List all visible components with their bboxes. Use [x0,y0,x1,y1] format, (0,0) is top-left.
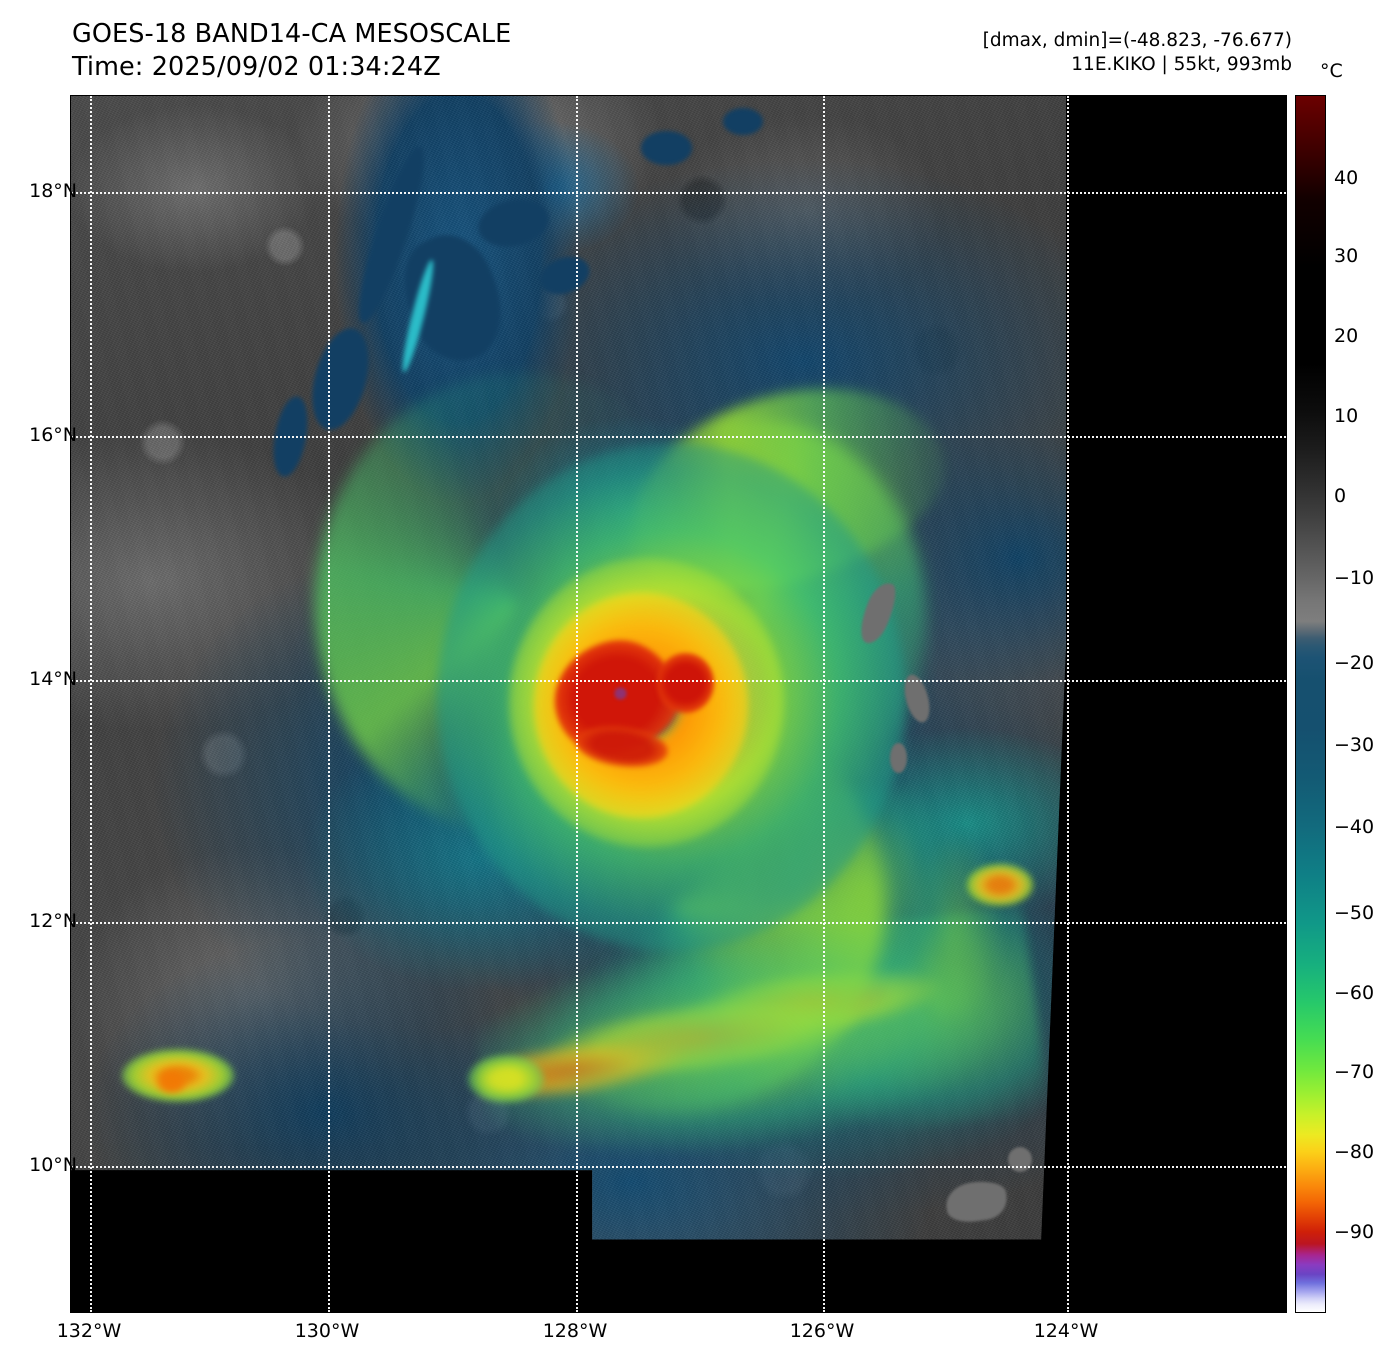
x-tick-label: 124°W [1033,1320,1099,1342]
gridline-lon-130w [328,96,330,1312]
storm-info-label: 11E.KIKO | 55kt, 993mb [1071,54,1292,76]
gridline-lon-128w [576,96,578,1312]
colorbar-gradient [1295,95,1326,1313]
colorbar-tick-label: 30 [1334,245,1359,267]
gridline-lat-10n [71,1166,1286,1168]
x-tick-label: 128°W [542,1320,608,1342]
page-title: GOES-18 BAND14-CA MESOSCALE [72,19,512,49]
colorbar-tick-label: −10 [1334,567,1375,589]
header-title-block: GOES-18 BAND14-CA MESOSCALE Time: 2025/0… [72,18,511,84]
x-tick-label: 130°W [294,1320,360,1342]
gridline-lat-14n [71,680,1286,682]
colorbar-tick-label: −30 [1334,734,1375,756]
colorbar-tick-label: −50 [1334,902,1375,924]
colorbar-tick-label: 40 [1334,167,1359,189]
satellite-imagery-plot[interactable]: Copyright © 2020-2025 Dapiya [70,95,1287,1313]
gridline-lat-12n [71,922,1286,924]
x-tick-label: 126°W [789,1320,855,1342]
colorbar-tick-label: −70 [1334,1061,1375,1083]
y-tick-label: 16°N [29,424,77,446]
clear-patch [1007,1147,1032,1173]
gridline-lon-132w [90,96,92,1312]
colorbar-tick-label: −40 [1334,816,1375,838]
colorbar-tick-label: 20 [1334,325,1359,347]
clear-patch [890,742,907,773]
gridline-lon-124w [1067,96,1069,1312]
no-data-region [1066,96,1286,1256]
y-tick-label: 14°N [29,668,77,690]
cloud-shred [641,130,692,166]
satellite-swath [71,96,1089,1240]
colorbar-tick-label: −60 [1334,982,1375,1004]
y-tick-label: 12°N [29,910,77,932]
convective-cell-east [966,864,1033,906]
colorbar-unit-label: °C [1320,60,1343,82]
convective-cell-south [468,1054,545,1104]
clear-patch [549,1204,566,1217]
colorbar-tick-label: −20 [1334,652,1375,674]
colorbar[interactable] [1295,95,1326,1313]
header-metadata-block: [dmax, dmin]=(-48.823, -76.677) 11E.KIKO… [983,29,1292,78]
storm-core-east-blob [657,652,715,713]
convective-cell-southwest-core [155,1070,189,1093]
gridline-lat-18n [71,192,1286,194]
storm-eye [613,687,627,701]
dmax-dmin-label: [dmax, dmin]=(-48.823, -76.677) [982,30,1292,51]
cloud-shred [722,107,764,136]
colorbar-tick-label: 0 [1334,485,1347,507]
x-tick-label: 132°W [56,1320,122,1342]
timestamp-label: Time: 2025/09/02 01:34:24Z [72,52,441,83]
colorbar-tick-label: −80 [1334,1141,1375,1163]
colorbar-tick-label: −90 [1334,1221,1375,1243]
colorbar-tick-label: 10 [1334,405,1359,427]
gridline-lon-126w [823,96,825,1312]
y-tick-label: 10°N [29,1154,77,1176]
y-tick-label: 18°N [29,180,77,202]
gridline-lat-16n [71,436,1286,438]
